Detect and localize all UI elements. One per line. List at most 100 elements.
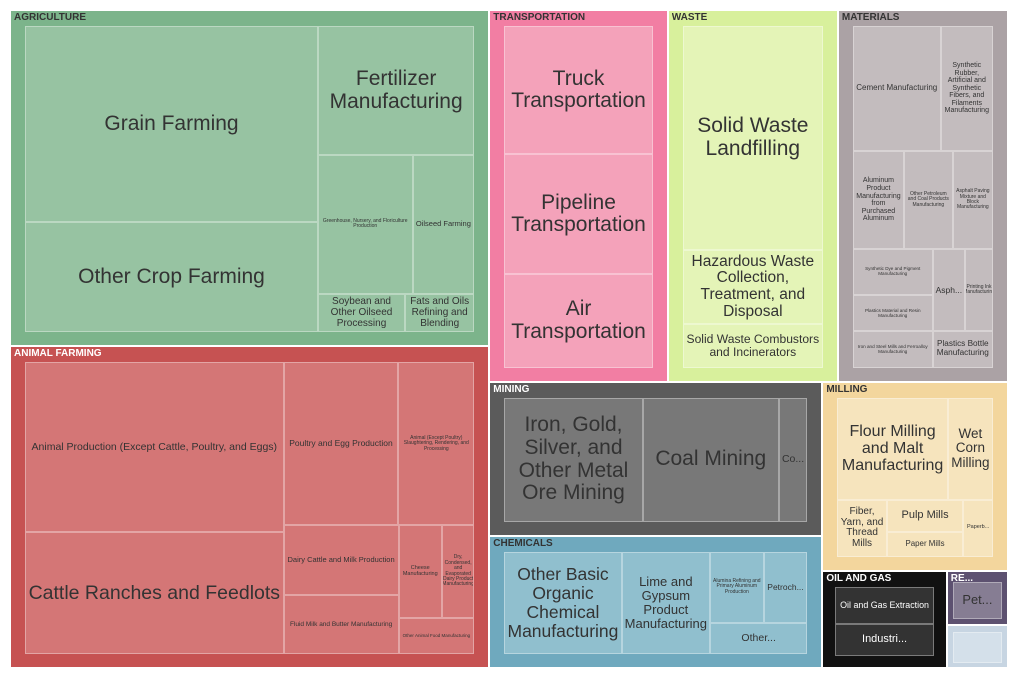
leaf-label: Other Animal Food Manufacturing bbox=[402, 632, 471, 638]
leaf: Fiber, Yarn, and Thread Mills bbox=[837, 499, 887, 558]
leaf-label: Aluminum Product Manufacturing from Purc… bbox=[856, 177, 901, 223]
leaf-label: Animal Production (Except Cattle, Poultr… bbox=[31, 440, 278, 453]
group-label: ANIMAL FARMING bbox=[14, 348, 102, 360]
leaf-label: Soybean and Other Oilseed Processing bbox=[330, 295, 393, 329]
leaf: Asphalt Paving Mixture and Block Manufac… bbox=[952, 150, 993, 250]
leaf-label: Wet Corn Milling bbox=[951, 425, 990, 470]
leaf: Other Basic Organic Chemical Manufacturi… bbox=[504, 551, 622, 654]
leaf: Poultry and Egg Production bbox=[283, 362, 399, 526]
leaf: Iron, Gold, Silver, and Other Metal Ore … bbox=[504, 397, 643, 522]
leaf-label: Grain Farming bbox=[104, 111, 239, 135]
leaf-label: Other Basic Organic Chemical Manufacturi… bbox=[507, 563, 619, 641]
leaf: Fats and Oils Refining and Blending bbox=[405, 293, 475, 333]
leaf: Plastics Material and Resin Manufacturin… bbox=[852, 295, 933, 332]
leaf: Solid Waste Landfilling bbox=[682, 26, 823, 251]
leaf-label: Other Petroleum and Coal Products Manufa… bbox=[907, 190, 949, 208]
leaf-label: Fluid Milk and Butter Manufacturing bbox=[289, 621, 393, 629]
group-label: MATERIALS bbox=[841, 12, 900, 23]
leaf: Petroch... bbox=[763, 551, 808, 623]
leaf: Animal (Except Poultry) Slaughtering, Re… bbox=[398, 362, 475, 526]
leaf-label: Pet... bbox=[962, 592, 993, 608]
leaf-label: Fiber, Yarn, and Thread Mills bbox=[840, 505, 884, 550]
leaf: Air Transportation bbox=[504, 274, 653, 368]
group-label: WASTE bbox=[671, 12, 708, 23]
leaf: Plastics Bottle Manufacturing bbox=[932, 331, 993, 368]
leaf-label: Lime and Gypsum Product Manufacturing bbox=[624, 573, 708, 631]
leaf: Aluminum Product Manufacturing from Purc… bbox=[852, 150, 904, 250]
leaf-label: Dairy Cattle and Milk Production bbox=[287, 555, 395, 565]
group-label: TRANSPORTATION bbox=[493, 12, 586, 23]
leaf-label: Pipeline Transportation bbox=[511, 190, 646, 237]
leaf-label: Cheese Manufacturing bbox=[402, 564, 438, 577]
leaf: Flour Milling and Malt Manufacturing bbox=[837, 397, 948, 500]
leaf: Pulp Mills bbox=[886, 499, 964, 533]
leaf-label: Asph... bbox=[935, 284, 963, 295]
leaf: Dry, Condensed, and Evaporated Dairy Pro… bbox=[441, 525, 475, 618]
leaf-label: Coal Mining bbox=[655, 447, 767, 471]
leaf: Synthetic Dye and Pigment Manufacturing bbox=[852, 249, 933, 296]
leaf-label: Flour Milling and Malt Manufacturing bbox=[841, 422, 944, 475]
leaf-label: Iron, Gold, Silver, and Other Metal Ore … bbox=[518, 413, 629, 505]
leaf: Solid Waste Combustors and Incinerators bbox=[682, 324, 823, 368]
leaf: Cattle Ranches and Feedlots bbox=[25, 532, 284, 654]
leaf-label: Solid Waste Combustors and Incinerators bbox=[686, 331, 820, 359]
leaf-label: Cement Manufacturing bbox=[856, 83, 938, 93]
leaf-label: Fats and Oils Refining and Blending bbox=[410, 295, 470, 329]
leaf: Other Crop Farming bbox=[25, 222, 318, 333]
leaf-label: Solid Waste Landfilling bbox=[697, 114, 809, 161]
leaf: Soybean and Other Oilseed Processing bbox=[317, 293, 406, 333]
leaf-label: Petroch... bbox=[767, 581, 804, 592]
leaf: Alumina Refining and Primary Aluminum Pr… bbox=[710, 551, 764, 623]
leaf-label: Alumina Refining and Primary Aluminum Pr… bbox=[713, 578, 761, 595]
leaf-label: Animal (Except Poultry) Slaughtering, Re… bbox=[403, 434, 469, 452]
leaf-label: Fertilizer Manufacturing bbox=[329, 66, 463, 113]
leaf-label: Pulp Mills bbox=[901, 508, 949, 521]
leaf-label: Asphalt Paving Mixture and Block Manufac… bbox=[956, 188, 990, 211]
leaf-label: Dry, Condensed, and Evaporated Dairy Pro… bbox=[442, 554, 474, 588]
leaf: Industri... bbox=[834, 624, 935, 657]
leaf: Animal Production (Except Cattle, Poultr… bbox=[25, 362, 284, 533]
leaf: Grain Farming bbox=[25, 26, 318, 223]
leaf: Pet... bbox=[952, 581, 1002, 619]
leaf-label: Printing Ink Manufacturing bbox=[966, 283, 993, 296]
leaf-label: Paperb... bbox=[967, 524, 990, 531]
leaf-label: Oilseed Farming bbox=[415, 219, 471, 229]
leaf-label: Synthetic Dye and Pigment Manufacturing bbox=[865, 266, 921, 277]
group-label: RE... bbox=[950, 573, 974, 585]
leaf-label: Plastics Material and Resin Manufacturin… bbox=[864, 308, 921, 319]
leaf-label: Other Crop Farming bbox=[78, 264, 265, 288]
group-label: CHEMICALS bbox=[493, 537, 553, 549]
leaf-label: Other... bbox=[741, 631, 776, 644]
leaf: Oil and Gas Extraction bbox=[834, 587, 935, 625]
leaf-label: Poultry and Egg Production bbox=[289, 438, 393, 449]
group-label: OIL AND GAS bbox=[826, 573, 892, 585]
leaf-label: Synthetic Rubber, Artificial and Synthet… bbox=[944, 62, 989, 115]
leaf-label: Truck Transportation bbox=[511, 66, 646, 113]
leaf: Cheese Manufacturing bbox=[398, 525, 442, 618]
group-label: MILLING bbox=[826, 383, 868, 395]
group-label: MINING bbox=[493, 383, 530, 395]
leaf: Co... bbox=[778, 397, 808, 522]
leaf-label: Greenhouse, Nursery, and Floriculture Pr… bbox=[322, 218, 408, 230]
leaf-label: Plastics Bottle Manufacturing bbox=[936, 339, 989, 358]
leaf: Lime and Gypsum Product Manufacturing bbox=[621, 551, 710, 654]
leaf: Coal Mining bbox=[642, 397, 779, 522]
leaf: Wet Corn Milling bbox=[947, 397, 993, 500]
leaf: Printing Ink Manufacturing bbox=[965, 249, 993, 332]
leaf: Other... bbox=[710, 622, 808, 654]
leaf: Synthetic Rubber, Artificial and Synthet… bbox=[940, 26, 993, 151]
leaf: Greenhouse, Nursery, and Floriculture Pr… bbox=[317, 155, 413, 294]
leaf: Cement Manufacturing bbox=[852, 26, 941, 151]
leaf: Oilseed Farming bbox=[412, 155, 475, 294]
leaf: Paperb... bbox=[963, 499, 993, 558]
leaf-label: Co... bbox=[781, 452, 805, 465]
leaf-label: Iron and Steel Mills and Ferroalloy Manu… bbox=[857, 344, 928, 355]
leaf: Fertilizer Manufacturing bbox=[317, 26, 475, 155]
leaf-label: Hazardous Waste Collection, Treatment, a… bbox=[691, 252, 815, 320]
leaf: Other Petroleum and Coal Products Manufa… bbox=[903, 150, 953, 250]
leaf-label: Paper Mills bbox=[905, 539, 945, 549]
leaf: Truck Transportation bbox=[504, 26, 653, 155]
leaf: Other Animal Food Manufacturing bbox=[398, 617, 475, 654]
leaf: Paper Mills bbox=[886, 532, 964, 558]
